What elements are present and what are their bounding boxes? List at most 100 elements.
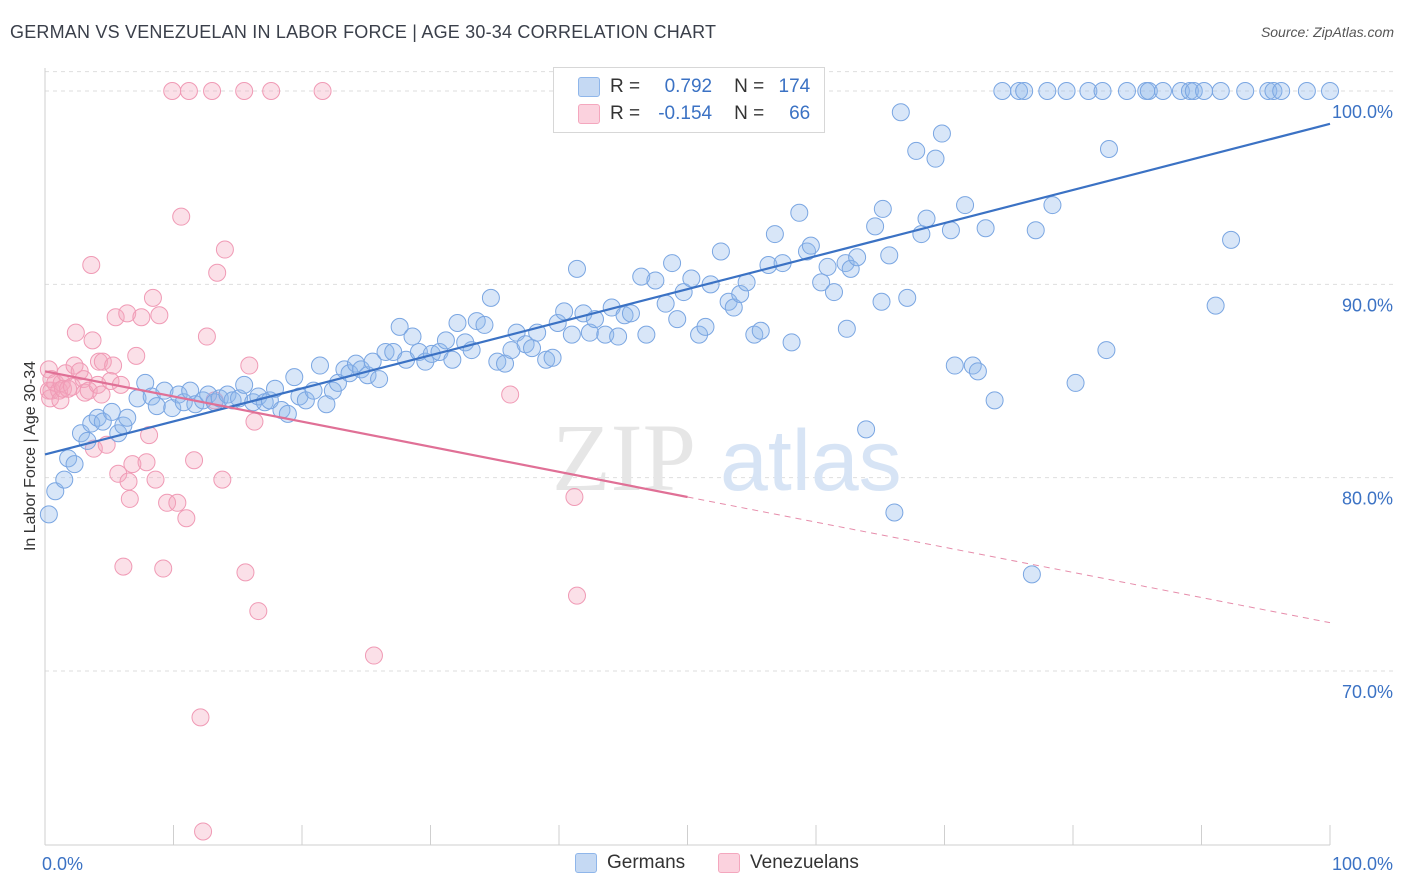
german-point — [1022, 565, 1041, 584]
german-point — [898, 288, 917, 307]
german-point — [690, 325, 709, 344]
venezuelan-point — [208, 263, 227, 282]
venezuelan-point — [137, 453, 156, 472]
german-point — [891, 103, 910, 122]
venezuelan-point — [123, 455, 142, 474]
venezuelan-point — [240, 356, 259, 375]
german-point — [1015, 82, 1034, 100]
german-point — [1321, 82, 1339, 100]
german-point — [1297, 82, 1316, 100]
german-point — [65, 455, 84, 474]
german-point — [885, 503, 904, 522]
german-point — [926, 149, 945, 168]
source-label: Source: ZipAtlas.com — [1260, 24, 1394, 40]
venezuelan-point — [106, 308, 125, 327]
germans-n-value: 174 — [778, 76, 811, 97]
venezuelan-point — [119, 472, 138, 491]
german-point — [93, 412, 112, 431]
german-point — [1153, 82, 1172, 100]
venezuelan-point — [83, 331, 102, 350]
german-point — [1222, 230, 1241, 249]
german-point — [985, 391, 1004, 410]
german-point — [390, 317, 409, 336]
german-point — [765, 225, 784, 244]
german-point — [1259, 82, 1278, 100]
venezuelans-r-value: -0.154 — [658, 103, 713, 124]
german-point — [1079, 82, 1098, 100]
german-point — [218, 385, 237, 404]
venezuelan-point — [127, 346, 146, 365]
german-point — [941, 221, 960, 240]
venezuelan-point — [118, 304, 137, 323]
german-point — [481, 288, 500, 307]
venezuelans-points — [39, 82, 586, 841]
german-point — [646, 271, 665, 290]
german-point — [866, 217, 885, 236]
venezuelan-point — [65, 356, 84, 375]
bottom-legend-germans: Germans — [575, 852, 685, 874]
germans-legend-label: Germans — [607, 852, 686, 873]
x-tick-labels: 0.0% 100.0% — [42, 854, 1393, 874]
german-point — [370, 370, 389, 389]
venezuelan-point — [197, 327, 216, 346]
venezuelan-point — [120, 489, 139, 508]
german-point — [1272, 82, 1291, 100]
german-point — [1195, 82, 1214, 100]
german-point — [711, 242, 730, 261]
legend-row-germans: R = 0.792 N = 174 — [578, 74, 816, 100]
german-point — [956, 196, 975, 215]
venezuelan-point — [82, 256, 101, 274]
german-point — [609, 327, 628, 346]
german-point — [567, 259, 586, 278]
watermark: ZIP atlas — [552, 404, 902, 511]
venezuelan-point — [236, 563, 255, 582]
venezuelan-point — [89, 352, 108, 371]
germans-legend-swatch — [575, 853, 597, 873]
german-point — [993, 82, 1012, 100]
venezuelan-point — [565, 488, 584, 506]
venezuelans-trend-line — [44, 370, 688, 499]
german-point — [696, 317, 715, 336]
venezuelans-legend-label: Venezuelans — [750, 852, 859, 873]
trend-lines — [44, 122, 1331, 624]
venezuelan-point — [168, 493, 187, 512]
venezuelan-point — [104, 356, 123, 375]
venezuelan-point — [235, 82, 254, 100]
german-point — [1043, 196, 1062, 215]
german-point — [55, 470, 74, 489]
german-point — [963, 356, 982, 375]
german-point — [147, 397, 166, 416]
german-point — [580, 323, 599, 342]
axes — [44, 68, 1331, 846]
german-point — [1236, 82, 1255, 100]
venezuelan-point — [185, 451, 204, 470]
german-point — [448, 314, 467, 332]
german-point — [873, 199, 892, 218]
german-point — [436, 331, 455, 350]
german-point — [443, 350, 462, 369]
german-point — [632, 267, 651, 286]
venezuelan-point — [177, 509, 196, 528]
german-point — [1093, 82, 1112, 100]
y-tick-label: 80.0% — [1342, 489, 1393, 509]
german-point — [857, 420, 876, 439]
german-point — [751, 321, 770, 340]
legend-row-venezuelans: R = -0.154 N = 66 — [578, 101, 816, 127]
german-point — [976, 219, 995, 238]
venezuelan-point — [364, 646, 383, 665]
german-point — [848, 248, 867, 267]
german-point — [837, 319, 856, 338]
legend-r-label: R = — [610, 76, 641, 97]
venezuelan-point — [114, 557, 133, 576]
y-tick-labels: 70.0% 80.0% 90.0% 100.0% — [1332, 102, 1393, 702]
german-point — [782, 333, 801, 352]
legend-r-label: R = — [610, 103, 641, 124]
german-point — [945, 356, 964, 375]
german-point — [118, 408, 137, 427]
german-point — [872, 292, 891, 311]
german-point — [812, 273, 831, 292]
germans-swatch — [578, 77, 600, 97]
german-point — [1099, 140, 1118, 158]
german-point — [1139, 82, 1158, 100]
german-point — [637, 325, 656, 344]
